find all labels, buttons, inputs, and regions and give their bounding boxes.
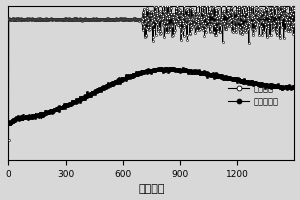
Legend: 库仓效率, 放电比容量: 库仓效率, 放电比容量 bbox=[225, 81, 282, 110]
X-axis label: 循环次数: 循环次数 bbox=[138, 184, 165, 194]
